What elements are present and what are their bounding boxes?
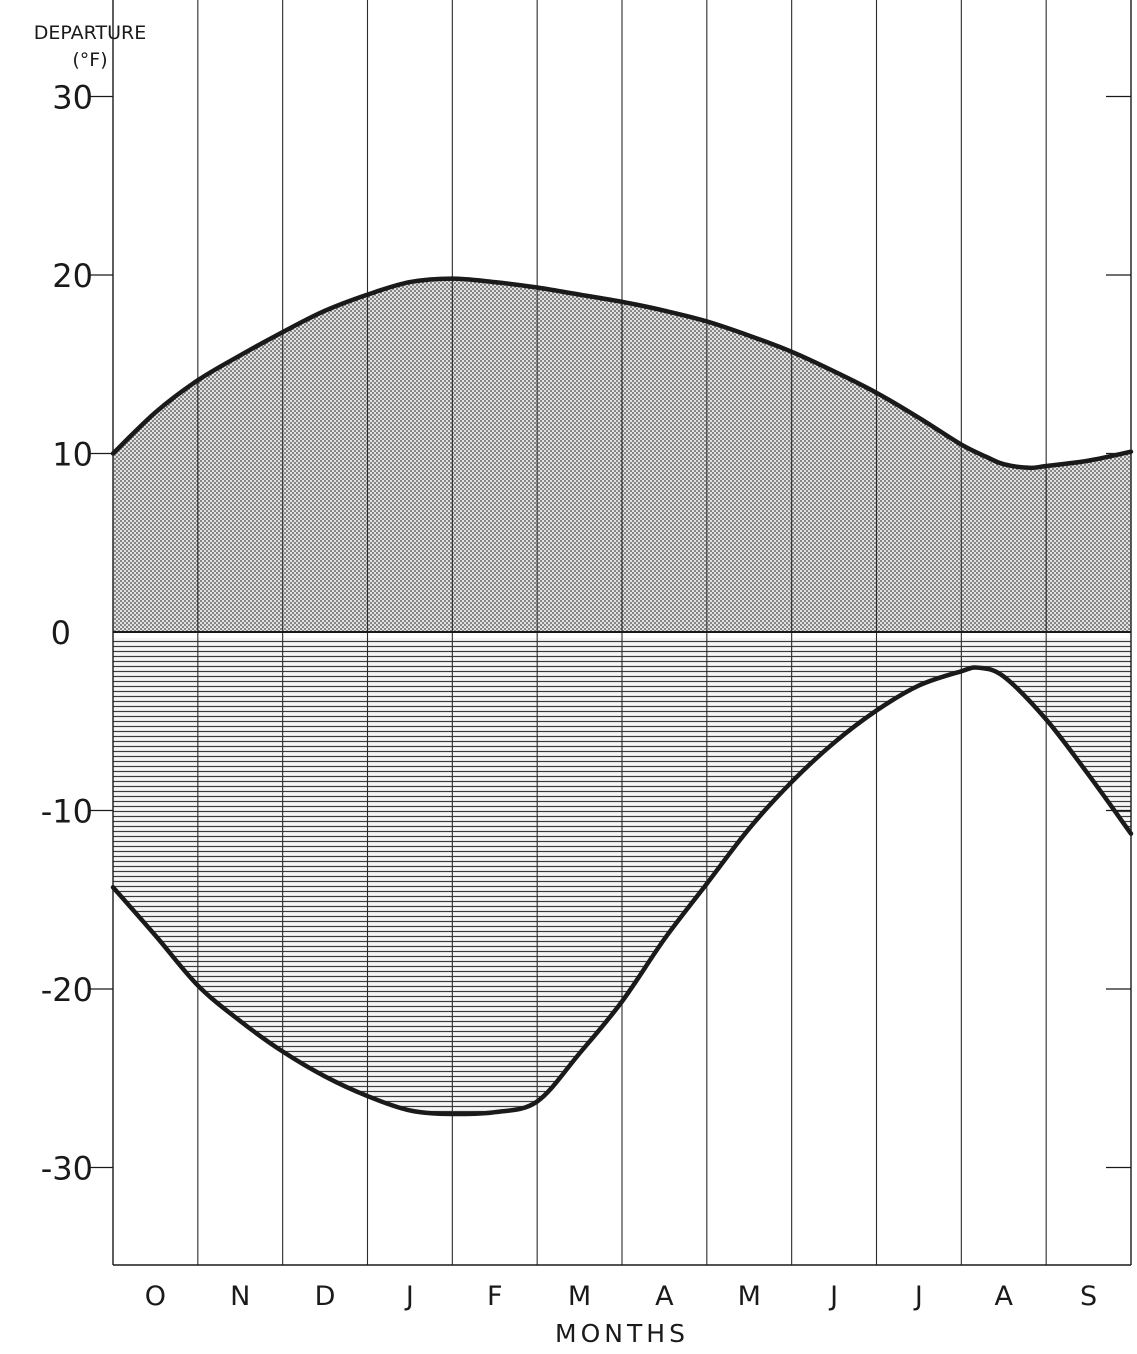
y-tick-label: 10 bbox=[52, 436, 93, 474]
y-axis-label-line2: (°F) bbox=[72, 49, 107, 71]
x-tick-label: M bbox=[738, 1281, 761, 1312]
x-tick-label: A bbox=[655, 1281, 674, 1312]
y-tick-label: -10 bbox=[41, 793, 93, 831]
y-axis-label-line1: DEPARTURE bbox=[34, 22, 146, 44]
series-lines bbox=[110, 276, 1134, 1117]
y-tick-label: 20 bbox=[52, 257, 93, 295]
x-tick-label: N bbox=[230, 1281, 250, 1312]
plot-frame bbox=[112, 0, 1132, 1266]
x-tick-label: S bbox=[1080, 1281, 1097, 1312]
positive-departure-line bbox=[110, 276, 1134, 471]
x-tick-label: A bbox=[995, 1281, 1014, 1312]
y-tick-label: 30 bbox=[52, 79, 93, 117]
y-tick-label: -20 bbox=[41, 971, 93, 1009]
negative-departure-line bbox=[110, 665, 1134, 1117]
x-tick-label: F bbox=[487, 1281, 503, 1312]
x-tick-label: J bbox=[404, 1281, 414, 1312]
x-axis-label: MONTHS bbox=[555, 1319, 689, 1348]
x-tick-label: J bbox=[828, 1281, 838, 1312]
y-tick-label: -30 bbox=[41, 1150, 93, 1188]
y-tick-label: 0 bbox=[51, 614, 71, 652]
x-tick-label: J bbox=[913, 1281, 923, 1312]
y-axis: 30 20 10 0 -10 -20 -30 bbox=[41, 79, 1131, 1188]
x-tick-label: D bbox=[315, 1281, 336, 1312]
x-tick-label: M bbox=[568, 1281, 591, 1312]
x-tick-label: O bbox=[145, 1281, 166, 1312]
